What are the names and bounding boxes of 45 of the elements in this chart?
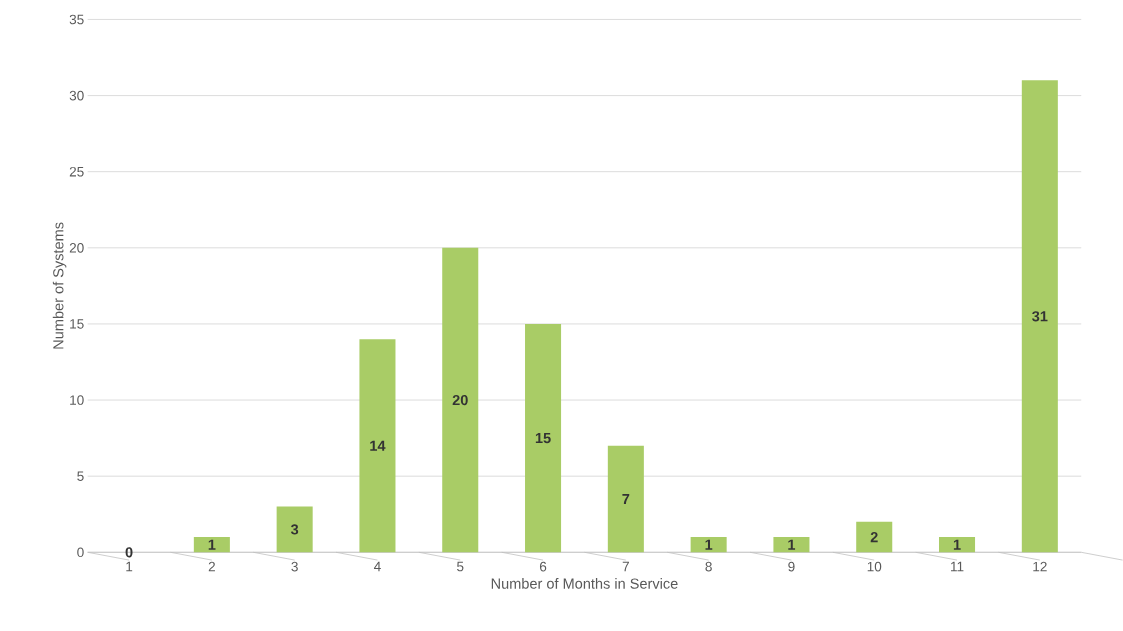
x-tick-label: 1 <box>126 561 133 572</box>
x-tick-label: 6 <box>539 561 547 572</box>
x-axis-title: Number of Months in Service <box>491 577 678 589</box>
x-tick-label: 8 <box>705 561 712 572</box>
bar <box>276 506 313 553</box>
x-tick-label: 2 <box>208 561 215 572</box>
x-tick-label: 9 <box>788 561 795 572</box>
data-label: 3 <box>290 524 299 535</box>
y-tick-label: 15 <box>70 319 84 329</box>
data-label: 20 <box>452 394 468 406</box>
x-tick-label: 5 <box>457 561 464 572</box>
y-tick-label: 35 <box>69 14 84 25</box>
bar <box>856 521 893 553</box>
x-tick-label: 4 <box>373 561 381 572</box>
y-tick-label: 30 <box>69 90 84 101</box>
data-label: 1 <box>705 539 713 550</box>
data-label: 31 <box>1032 311 1048 322</box>
x-tick-label: 12 <box>1033 561 1047 572</box>
y-tick-label: 10 <box>70 395 84 405</box>
data-label: 7 <box>622 493 630 504</box>
y-tick-label: 0 <box>77 547 84 558</box>
x-tick-label: 11 <box>951 561 964 572</box>
y-tick-label: 25 <box>69 166 84 177</box>
bar <box>939 536 976 553</box>
bar <box>690 536 727 553</box>
y-tick-label: 5 <box>77 471 84 481</box>
data-label: 14 <box>370 440 386 451</box>
y-axis-title: Number of Systems <box>52 222 67 349</box>
data-label: 1 <box>953 539 961 550</box>
y-tick-label: 20 <box>69 242 84 253</box>
bar <box>359 339 396 553</box>
x-tick-label: 3 <box>291 561 298 572</box>
data-label: 0 <box>125 547 133 558</box>
data-label: 15 <box>535 432 551 444</box>
data-label: 2 <box>870 531 878 543</box>
bar <box>525 323 562 553</box>
bar <box>442 247 479 553</box>
data-label: 1 <box>208 539 216 550</box>
bar <box>193 536 230 553</box>
x-tick-label: 10 <box>867 561 882 572</box>
bar <box>773 536 810 553</box>
bar <box>1021 80 1058 553</box>
data-label: 1 <box>788 539 796 550</box>
bar <box>607 445 644 553</box>
x-tick-label: 7 <box>622 561 629 572</box>
